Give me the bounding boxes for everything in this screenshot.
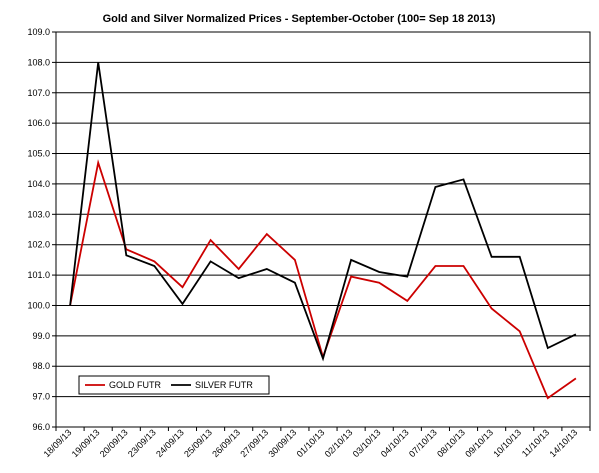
y-tick-label: 107.0 <box>27 88 50 98</box>
chart-title: Gold and Silver Normalized Prices - Sept… <box>103 13 496 25</box>
x-tick-label: 14/10/13 <box>548 427 580 459</box>
series-line <box>69 159 577 400</box>
y-axis: 96.0 97.0 98.0 99.0 100.0 101.0 102.0 103.0 104.… <box>27 27 56 432</box>
x-tick-label: 07/10/13 <box>407 427 439 459</box>
y-tick-label: 104.0 <box>27 179 50 189</box>
x-tick-label: 03/10/13 <box>351 427 383 459</box>
gridlines <box>56 31 590 428</box>
y-tick-label: 101.0 <box>27 270 50 280</box>
x-tick-label: 11/10/13 <box>520 427 551 458</box>
y-tick-label: 97.0 <box>32 392 50 402</box>
legend-label: GOLD FUTR <box>109 380 162 390</box>
series-line <box>69 62 577 362</box>
y-tick-label: 106.0 <box>27 118 50 128</box>
y-tick-label: 103.0 <box>27 209 50 219</box>
x-tick-label: 27/09/13 <box>238 427 270 459</box>
y-tick-label: 98.0 <box>32 361 50 371</box>
y-tick-label: 105.0 <box>27 149 50 159</box>
y-tick-label: 96.0 <box>32 422 50 432</box>
x-tick-label: 04/10/13 <box>379 427 411 459</box>
y-tick-label: 109.0 <box>27 27 50 37</box>
y-tick-label: 99.0 <box>32 331 50 341</box>
x-tick-label: 18/09/13 <box>42 427 74 459</box>
x-tick-label: 01/10/13 <box>295 427 327 459</box>
y-tick-label: 102.0 <box>27 240 50 250</box>
x-tick-label: 09/10/13 <box>463 427 495 459</box>
x-tick-label: 30/09/13 <box>266 427 298 459</box>
x-tick-label: 10/10/13 <box>491 427 523 459</box>
x-tick-label: 02/10/13 <box>323 427 355 459</box>
x-tick-label: 08/10/13 <box>435 427 467 459</box>
y-tick-label: 100.0 <box>27 300 50 310</box>
x-tick-label: 20/09/13 <box>98 427 130 459</box>
legend-label: SILVER FUTR <box>195 380 253 390</box>
x-axis: 18/09/1319/09/1320/09/1323/09/1324/09/13… <box>42 427 591 459</box>
x-tick-label: 19/09/13 <box>70 427 102 459</box>
x-tick-label: 26/09/13 <box>210 427 242 459</box>
series-lines <box>69 62 577 400</box>
x-tick-label: 24/09/13 <box>154 427 186 459</box>
y-tick-label: 108.0 <box>27 57 50 67</box>
x-tick-label: 25/09/13 <box>182 427 214 459</box>
plot-area <box>55 31 591 428</box>
legend: GOLD FUTR SILVER FUTR <box>78 375 270 395</box>
x-tick-label: 23/09/13 <box>126 427 158 459</box>
